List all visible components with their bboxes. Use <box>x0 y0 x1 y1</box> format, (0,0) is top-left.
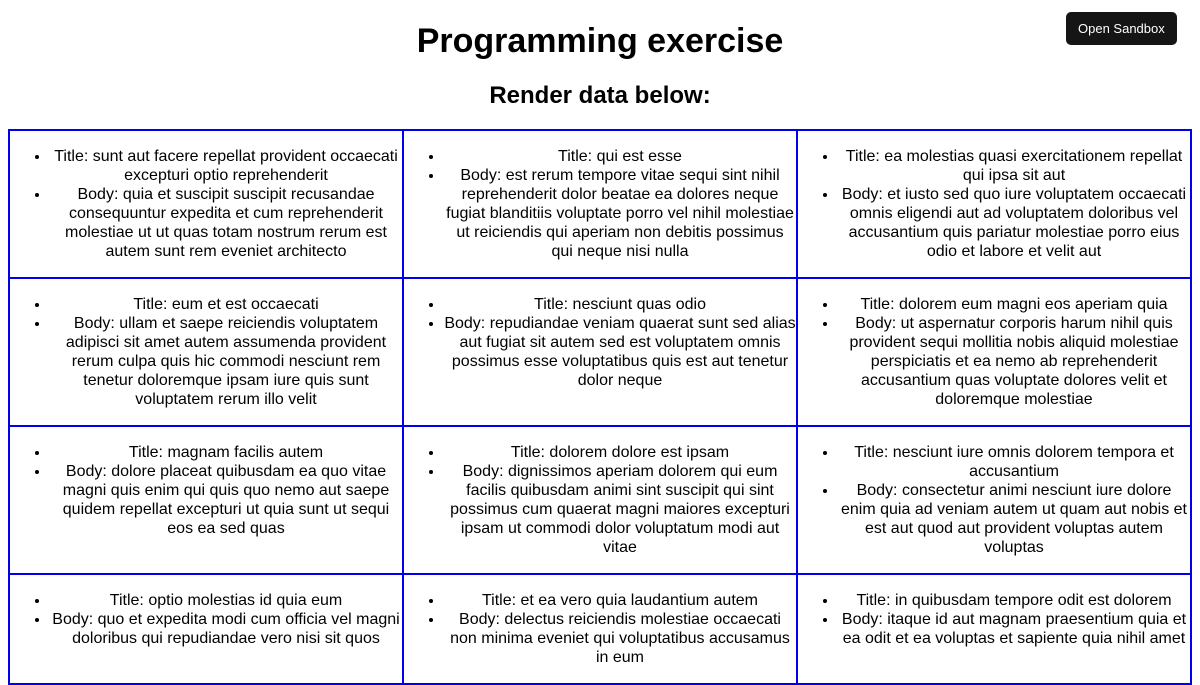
post-title: Title: et ea vero quia laudantium autem <box>444 591 796 610</box>
post-title: Title: nesciunt quas odio <box>444 295 796 314</box>
open-sandbox-button[interactable]: Open Sandbox <box>1066 12 1177 45</box>
post-card: Title: dolorem eum magni eos aperiam qui… <box>797 278 1191 426</box>
post-card: Title: nesciunt iure omnis dolorem tempo… <box>797 426 1191 574</box>
post-body: Body: quo et expedita modi cum officia v… <box>50 610 402 648</box>
post-card: Title: et ea vero quia laudantium autemB… <box>403 574 797 684</box>
post-fields: Title: et ea vero quia laudantium autemB… <box>404 591 796 667</box>
post-body: Body: itaque id aut magnam praesentium q… <box>838 610 1190 648</box>
page-subtitle: Render data below: <box>489 82 711 109</box>
post-fields: Title: ea molestias quasi exercitationem… <box>798 147 1190 261</box>
post-fields: Title: in quibusdam tempore odit est dol… <box>798 591 1190 648</box>
post-body: Body: et iusto sed quo iure voluptatem o… <box>838 185 1190 261</box>
post-body: Body: ullam et saepe reiciendis voluptat… <box>50 314 402 409</box>
post-card: Title: sunt aut facere repellat providen… <box>9 130 403 278</box>
post-card: Title: ea molestias quasi exercitationem… <box>797 130 1191 278</box>
post-fields: Title: nesciunt quas odioBody: repudiand… <box>404 295 796 390</box>
post-body: Body: est rerum tempore vitae sequi sint… <box>444 166 796 261</box>
post-fields: Title: qui est esseBody: est rerum tempo… <box>404 147 796 261</box>
post-title: Title: dolorem eum magni eos aperiam qui… <box>838 295 1190 314</box>
page-title: Programming exercise <box>416 22 784 60</box>
post-body: Body: dolore placeat quibusdam ea quo vi… <box>50 462 402 538</box>
post-card: Title: qui est esseBody: est rerum tempo… <box>403 130 797 278</box>
post-title: Title: eum et est occaecati <box>50 295 402 314</box>
post-fields: Title: optio molestias id quia eumBody: … <box>10 591 402 648</box>
post-title: Title: optio molestias id quia eum <box>50 591 402 610</box>
post-body: Body: quia et suscipit suscipit recusand… <box>50 185 402 261</box>
post-body: Body: repudiandae veniam quaerat sunt se… <box>444 314 796 390</box>
post-card: Title: nesciunt quas odioBody: repudiand… <box>403 278 797 426</box>
post-body: Body: dignissimos aperiam dolorem qui eu… <box>444 462 796 557</box>
post-title: Title: qui est esse <box>444 147 796 166</box>
post-title: Title: ea molestias quasi exercitationem… <box>838 147 1190 185</box>
post-card: Title: optio molestias id quia eumBody: … <box>9 574 403 684</box>
post-fields: Title: sunt aut facere repellat providen… <box>10 147 402 261</box>
post-card: Title: dolorem dolore est ipsamBody: dig… <box>403 426 797 574</box>
post-body: Body: consectetur animi nesciunt iure do… <box>838 481 1190 557</box>
post-fields: Title: dolorem dolore est ipsamBody: dig… <box>404 443 796 557</box>
post-fields: Title: magnam facilis autemBody: dolore … <box>10 443 402 538</box>
post-body: Body: delectus reiciendis molestiae occa… <box>444 610 796 667</box>
post-body: Body: ut aspernatur corporis harum nihil… <box>838 314 1190 409</box>
post-card: Title: in quibusdam tempore odit est dol… <box>797 574 1191 684</box>
post-fields: Title: dolorem eum magni eos aperiam qui… <box>798 295 1190 409</box>
post-card: Title: magnam facilis autemBody: dolore … <box>9 426 403 574</box>
post-title: Title: magnam facilis autem <box>50 443 402 462</box>
post-title: Title: dolorem dolore est ipsam <box>444 443 796 462</box>
post-title: Title: in quibusdam tempore odit est dol… <box>838 591 1190 610</box>
post-fields: Title: nesciunt iure omnis dolorem tempo… <box>798 443 1190 557</box>
post-fields: Title: eum et est occaecatiBody: ullam e… <box>10 295 402 409</box>
posts-grid: Title: sunt aut facere repellat providen… <box>8 129 1192 685</box>
post-card: Title: eum et est occaecatiBody: ullam e… <box>9 278 403 426</box>
post-title: Title: nesciunt iure omnis dolorem tempo… <box>838 443 1190 481</box>
post-title: Title: sunt aut facere repellat providen… <box>50 147 402 185</box>
